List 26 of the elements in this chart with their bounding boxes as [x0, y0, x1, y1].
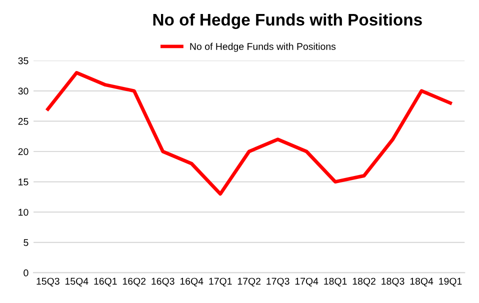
x-tick-label: 17Q3: [266, 278, 290, 286]
x-tick-label: 18Q3: [382, 278, 404, 286]
x-tick-label: 15Q4: [65, 278, 88, 286]
x-tick-label: 16Q3: [152, 278, 174, 286]
x-tick-label: 17Q2: [238, 278, 260, 286]
y-tick-label: 10: [18, 208, 28, 216]
y-tick-label: 20: [18, 148, 28, 156]
x-tick-label: 16Q2: [122, 278, 146, 286]
y-tick-label: 25: [18, 118, 28, 125]
x-tick-label: 18Q1: [324, 278, 347, 286]
x-tick-label: 16Q1: [94, 278, 117, 286]
x-tick-label: 19Q1: [439, 278, 462, 286]
x-tick-label: 16Q4: [180, 278, 204, 286]
y-tick-label: 0: [24, 269, 28, 276]
legend-label: No of Hedge Funds with Positions: [190, 42, 336, 52]
y-tick-label: 30: [18, 88, 28, 95]
x-tick-label: 18Q2: [352, 278, 376, 286]
y-tick-label: 5: [24, 239, 28, 246]
y-tick-label: 15: [18, 178, 28, 186]
x-tick-label: 17Q4: [295, 278, 318, 286]
line-series: [46, 70, 452, 196]
x-tick-label: 17Q1: [209, 278, 232, 286]
x-tick-label: 18Q4: [410, 278, 434, 286]
x-tick-label: 15Q3: [36, 278, 60, 286]
y-tick-label: 35: [18, 57, 28, 64]
chart-title: No of Hedge Funds with Positions: [153, 13, 422, 30]
